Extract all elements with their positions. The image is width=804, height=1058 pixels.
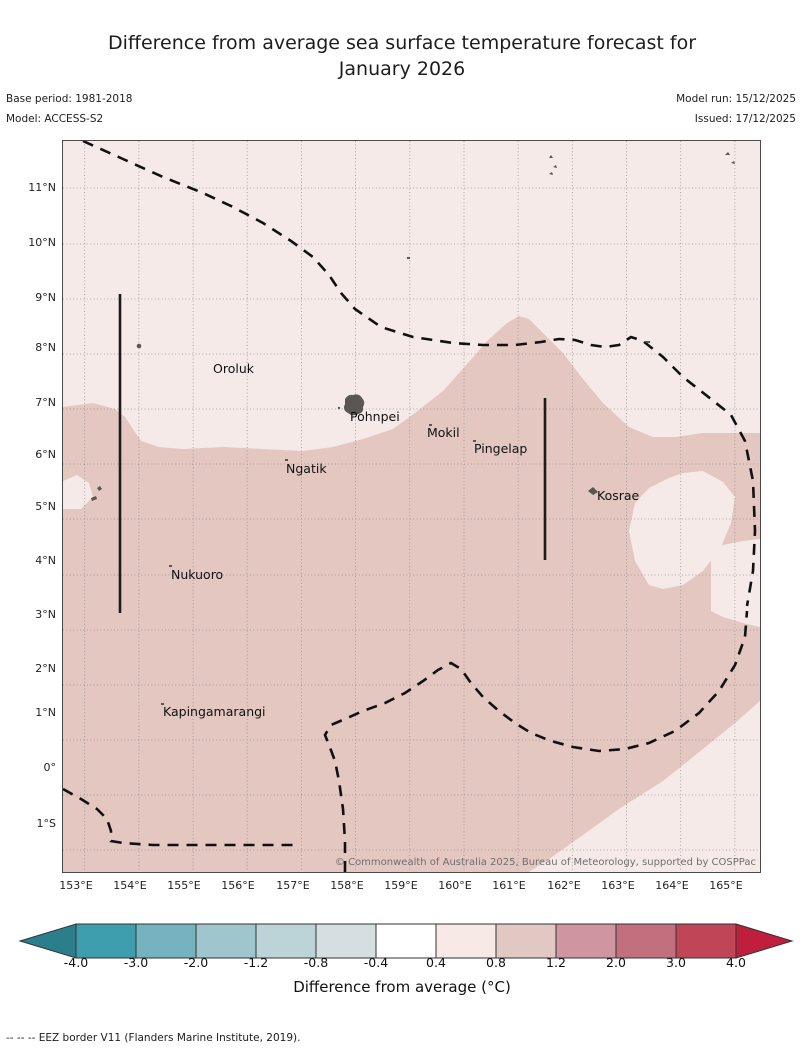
sst-anomaly-map (63, 141, 760, 872)
colorbar-swatch-2 (195, 923, 257, 959)
place-label-pingelap: Pingelap (474, 441, 528, 456)
map-gridlines (63, 141, 760, 872)
title-line-2: January 2026 (338, 58, 466, 80)
y-tick-9n: 9°N (35, 291, 56, 304)
anomaly-notch-left (63, 475, 93, 509)
colorbar[interactable] (0, 921, 804, 961)
y-tick-6n: 6°N (35, 448, 56, 461)
place-label-kapingamarangi: Kapingamarangi (163, 704, 266, 719)
base-period-label: Base period: 1981-2018 (6, 93, 133, 105)
title-line-1: Difference from average sea surface temp… (107, 32, 697, 54)
colorbar-swatch-7 (495, 923, 557, 959)
colorbar-svg (18, 923, 794, 959)
eez-border-solid (118, 294, 547, 613)
model-label: Model: ACCESS-S2 (6, 113, 104, 125)
colorbar-swatch-8 (555, 923, 617, 959)
x-tick-157e: 157°E (276, 879, 310, 892)
x-tick-164e: 164°E (655, 879, 689, 892)
place-label-nukuoro: Nukuoro (171, 567, 224, 582)
x-tick-165e: 165°E (709, 879, 743, 892)
colorbar-tick--1.2: -1.2 (243, 955, 269, 970)
x-tick-159e: 159°E (384, 879, 418, 892)
colorbar-tick-3.0: 3.0 (666, 955, 686, 970)
colorbar-swatch-3 (255, 923, 317, 959)
y-tick-3n: 3°N (35, 608, 56, 621)
colorbar-swatch-4 (315, 923, 377, 959)
x-tick-153e: 153°E (59, 879, 93, 892)
colorbar-tick--0.4: -0.4 (363, 955, 389, 970)
colorbar-swatch-6 (435, 923, 497, 959)
y-tick-1n: 1°N (35, 706, 56, 719)
anomaly-patch-light (629, 471, 735, 589)
x-tick-160e: 160°E (438, 879, 472, 892)
map-plot-area[interactable]: Oroluk Pohnpei Mokil Pingelap Ngatik Kos… (62, 140, 761, 873)
eez-footnote: -- -- -- EEZ border V11 (Flanders Marine… (6, 1032, 301, 1044)
y-tick-2n: 2°N (35, 662, 56, 675)
colorbar-title: Difference from average (°C) (293, 978, 511, 996)
colorbar-swatch-1 (135, 923, 197, 959)
colorbar-tick--3.0: -3.0 (123, 955, 149, 970)
colorbar-tick-4.0: 4.0 (726, 955, 746, 970)
anomaly-region-main (63, 316, 760, 872)
y-tick-8n: 8°N (35, 341, 56, 354)
x-tick-163e: 163°E (601, 879, 635, 892)
x-tick-155e: 155°E (167, 879, 201, 892)
page-title: Difference from average sea surface temp… (0, 30, 804, 82)
x-tick-156e: 156°E (221, 879, 255, 892)
y-tick-10n: 10°N (28, 236, 56, 249)
x-tick-158e: 158°E (330, 879, 364, 892)
y-tick-5n: 5°N (35, 500, 56, 513)
y-tick-1s: 1°S (36, 817, 56, 830)
place-label-pohnpei: Pohnpei (350, 409, 400, 424)
model-run-label: Model run: 15/12/2025 (676, 93, 796, 105)
colorbar-swatch-over (735, 923, 794, 959)
y-tick-0: 0° (43, 761, 57, 774)
y-tick-11n: 11°N (28, 181, 56, 194)
colorbar-swatch-9 (615, 923, 677, 959)
colorbar-tick-2.0: 2.0 (606, 955, 626, 970)
x-tick-161e: 161°E (492, 879, 526, 892)
colorbar-tick-1.2: 1.2 (546, 955, 566, 970)
colorbar-tick--2.0: -2.0 (183, 955, 209, 970)
colorbar-swatch-5 (375, 923, 437, 959)
place-label-kosrae: Kosrae (597, 488, 640, 503)
x-tick-162e: 162°E (547, 879, 581, 892)
map-copyright: © Commonwealth of Australia 2025, Bureau… (334, 857, 756, 868)
place-label-mokil: Mokil (427, 425, 460, 440)
y-tick-7n: 7°N (35, 396, 56, 409)
place-label-ngatik: Ngatik (286, 461, 327, 476)
colorbar-swatch-under (18, 923, 77, 959)
place-label-oroluk: Oroluk (213, 361, 254, 376)
colorbar-tick--0.8: -0.8 (303, 955, 329, 970)
colorbar-tick--4.0: -4.0 (63, 955, 89, 970)
eez-border-dashed (63, 141, 757, 872)
colorbar-tick-0.8: 0.8 (486, 955, 506, 970)
island-markers (91, 152, 735, 705)
colorbar-swatch-0 (75, 923, 137, 959)
colorbar-swatch-10 (675, 923, 737, 959)
x-tick-154e: 154°E (113, 879, 147, 892)
colorbar-tick-0.4: 0.4 (426, 955, 446, 970)
issued-label: Issued: 17/12/2025 (694, 113, 796, 125)
y-tick-4n: 4°N (35, 554, 56, 567)
